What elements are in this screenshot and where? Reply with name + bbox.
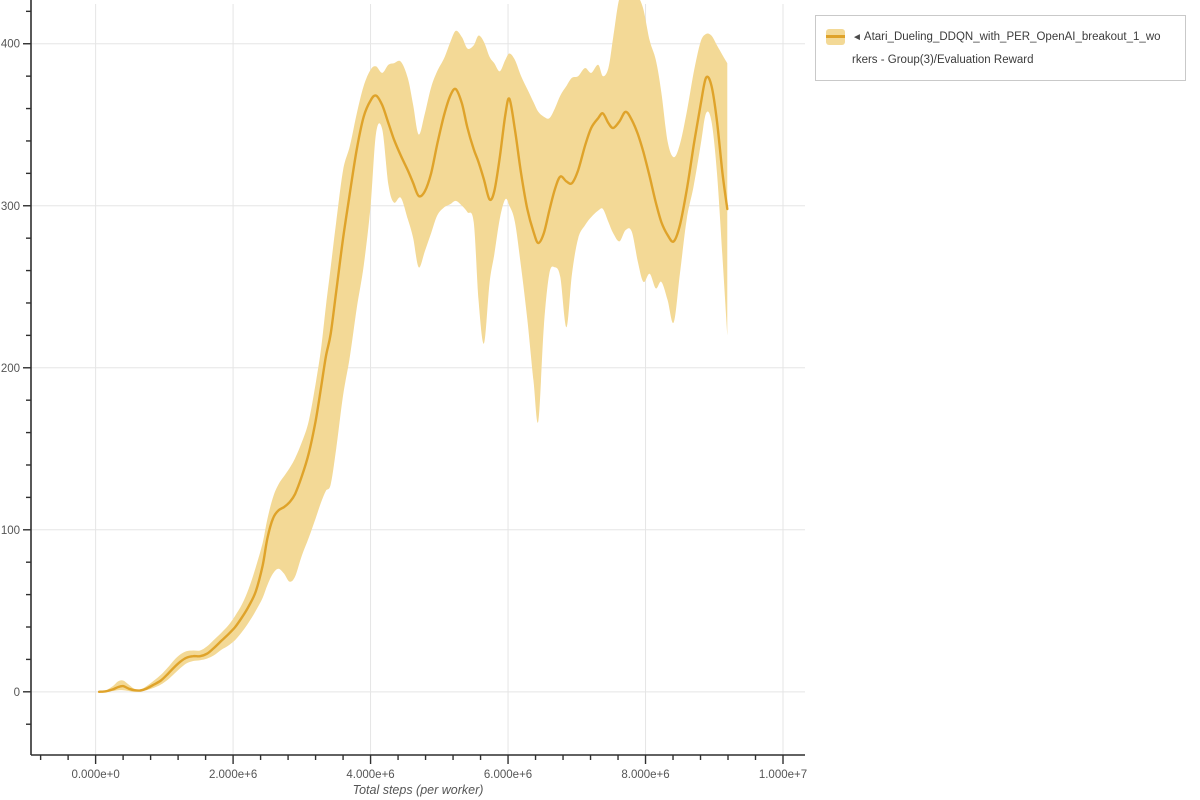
y-tick-label: 400 bbox=[1, 39, 20, 51]
legend-label: ◄ Atari_Dueling_DDQN_with_PER_OpenAI_brea… bbox=[852, 26, 1161, 71]
y-tick-label: 100 bbox=[1, 525, 20, 537]
x-tick-label: 4.000e+6 bbox=[346, 769, 394, 781]
x-tick-label: 0.000e+0 bbox=[71, 769, 119, 781]
mean-reward-line[interactable] bbox=[97, 75, 729, 693]
y-tick-label: 0 bbox=[14, 687, 20, 699]
x-tick-label: 8.000e+6 bbox=[621, 769, 669, 781]
axes bbox=[23, 0, 805, 764]
y-tick-label: 300 bbox=[1, 201, 20, 213]
legend-label-line1: ◄ Atari_Dueling_DDQN_with_PER_OpenAI_brea… bbox=[852, 31, 1161, 43]
x-tick-label: 2.000e+6 bbox=[209, 769, 257, 781]
x-tick-label: 6.000e+6 bbox=[484, 769, 532, 781]
confidence-band bbox=[99, 0, 728, 692]
legend-label-line2: rkers - Group(3)/Evaluation Reward bbox=[852, 54, 1034, 66]
legend: ◄ Atari_Dueling_DDQN_with_PER_OpenAI_brea… bbox=[815, 15, 1186, 81]
collapse-triangle-icon: ◄ bbox=[852, 32, 862, 43]
axis-labels: 0.000e+0 2.000e+6 4.000e+6 6.000e+6 8.000e+6… bbox=[1, 39, 807, 781]
y-tick-label: 200 bbox=[1, 363, 20, 375]
x-axis-title: Total steps (per worker) bbox=[353, 783, 484, 797]
x-tick-label: 1.000e+7 bbox=[759, 769, 807, 781]
legend-item-evaluation-reward[interactable]: ◄ Atari_Dueling_DDQN_with_PER_OpenAI_brea… bbox=[826, 26, 1173, 71]
series-line-icon bbox=[826, 35, 845, 38]
series-band-swatch-icon bbox=[826, 29, 845, 45]
